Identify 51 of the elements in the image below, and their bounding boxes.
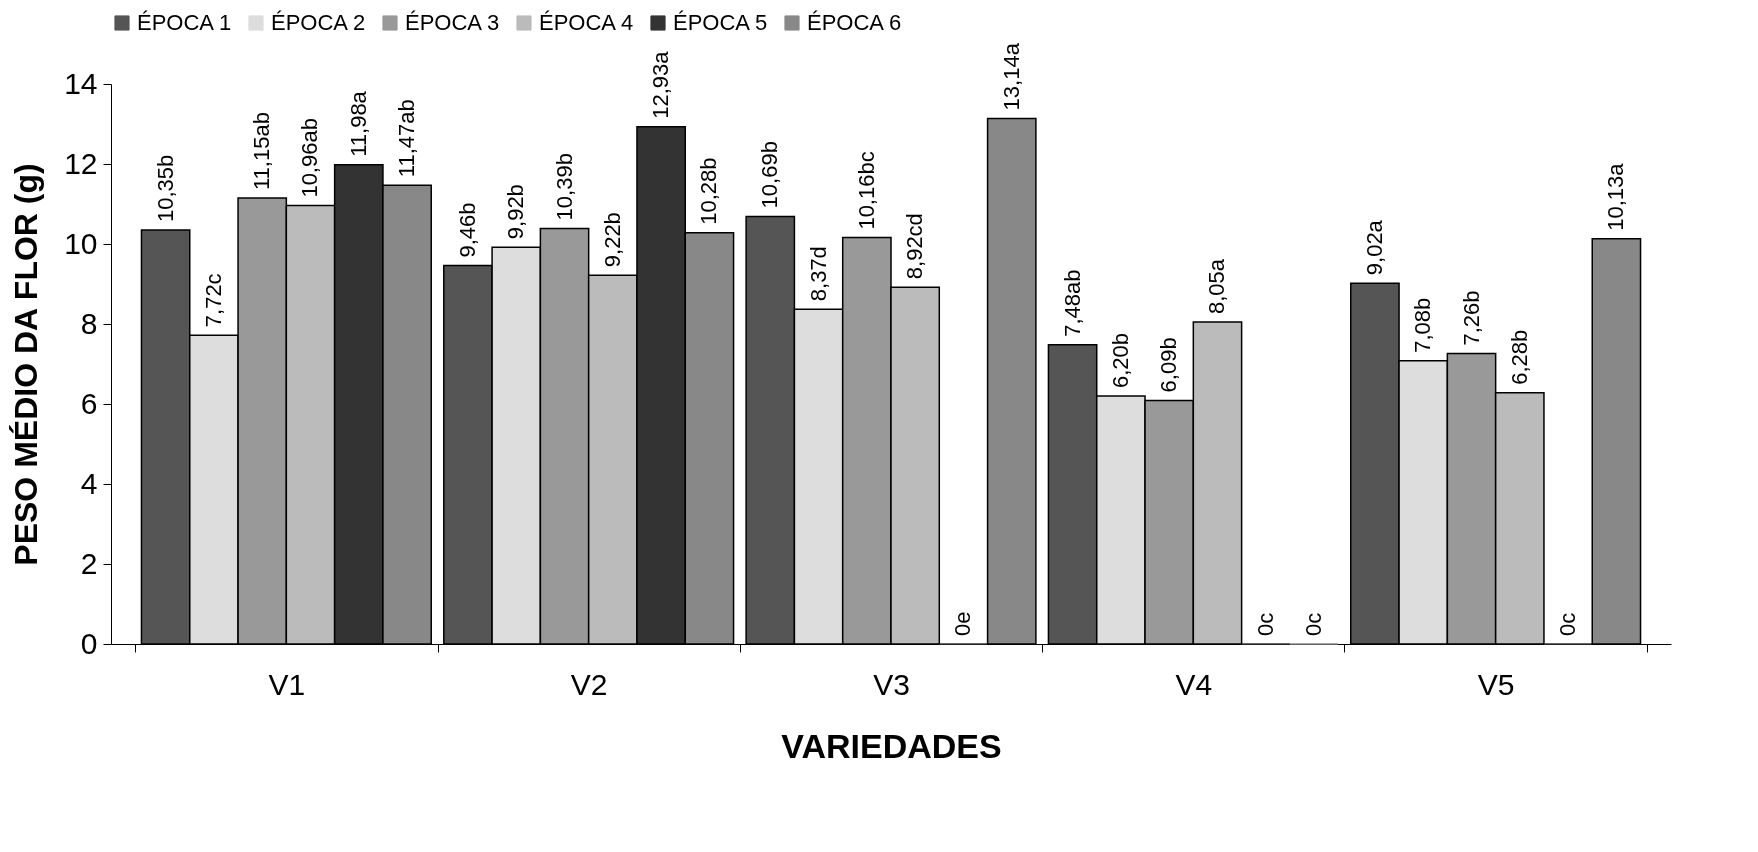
data-label: 6,20b	[1107, 332, 1133, 388]
x-tick-label: V4	[1175, 667, 1213, 701]
data-label: 9,22b	[599, 212, 625, 268]
data-label: 8,92cd	[902, 213, 928, 280]
y-axis-title: PESO MÉDIO DA FLOR (g)	[8, 163, 45, 566]
y-tick-label: 10	[64, 226, 98, 260]
data-label: 11,15ab	[249, 112, 275, 190]
y-tick-label: 6	[80, 386, 98, 420]
data-label: 7,48ab	[1059, 269, 1085, 337]
y-tick-label: 12	[64, 146, 98, 180]
x-tick-label: V1	[268, 667, 306, 701]
data-label: 11,98a	[345, 90, 371, 157]
data-label: 6,09b	[1156, 337, 1182, 393]
legend-label: ÉPOCA 2	[271, 10, 366, 35]
x-tick-label: V2	[570, 667, 608, 701]
data-label: 12,93a	[648, 50, 674, 119]
legend-label: ÉPOCA 4	[539, 10, 634, 35]
data-label: 10,96ab	[297, 118, 323, 198]
data-label: 10,28b	[696, 157, 722, 225]
data-label: 9,02a	[1361, 219, 1387, 276]
legend-label: ÉPOCA 1	[137, 10, 232, 35]
data-label: 10,16bc	[853, 151, 879, 230]
legend-label: ÉPOCA 3	[405, 10, 500, 35]
data-label: 11,47ab	[394, 99, 420, 178]
data-label: 8,37d	[805, 246, 831, 302]
x-tick-label: V3	[873, 667, 910, 701]
data-label: 8,05a	[1204, 258, 1230, 314]
data-label: 9,92b	[503, 184, 529, 240]
data-label: 0c	[1555, 612, 1581, 636]
data-label: 0c	[1252, 612, 1278, 636]
data-label: 9,46b	[454, 202, 480, 258]
y-tick-label: 14	[64, 66, 98, 100]
y-tick-label: 0	[80, 626, 98, 660]
y-tick-label: 2	[80, 546, 98, 580]
data-label: 13,14a	[998, 42, 1024, 111]
legend-label: ÉPOCA 6	[807, 10, 902, 35]
legend-label: ÉPOCA 5	[673, 10, 768, 35]
data-label: 0c	[1301, 612, 1327, 636]
y-tick-label: 8	[80, 306, 98, 340]
data-label: 10,69b	[757, 141, 783, 209]
data-label: 7,72c	[200, 273, 226, 328]
data-label: 7,08b	[1410, 297, 1436, 353]
data-label: 10,39b	[551, 153, 577, 221]
x-axis-title: VARIEDADES	[781, 726, 1002, 765]
data-label: 10,35b	[152, 154, 178, 222]
x-tick-label: V5	[1477, 667, 1515, 701]
y-tick-label: 4	[80, 466, 98, 500]
data-label: 7,26b	[1458, 290, 1484, 346]
data-label: 6,28b	[1506, 329, 1532, 385]
data-label: 0e	[950, 611, 976, 636]
data-label: 10,13a	[1603, 162, 1629, 231]
